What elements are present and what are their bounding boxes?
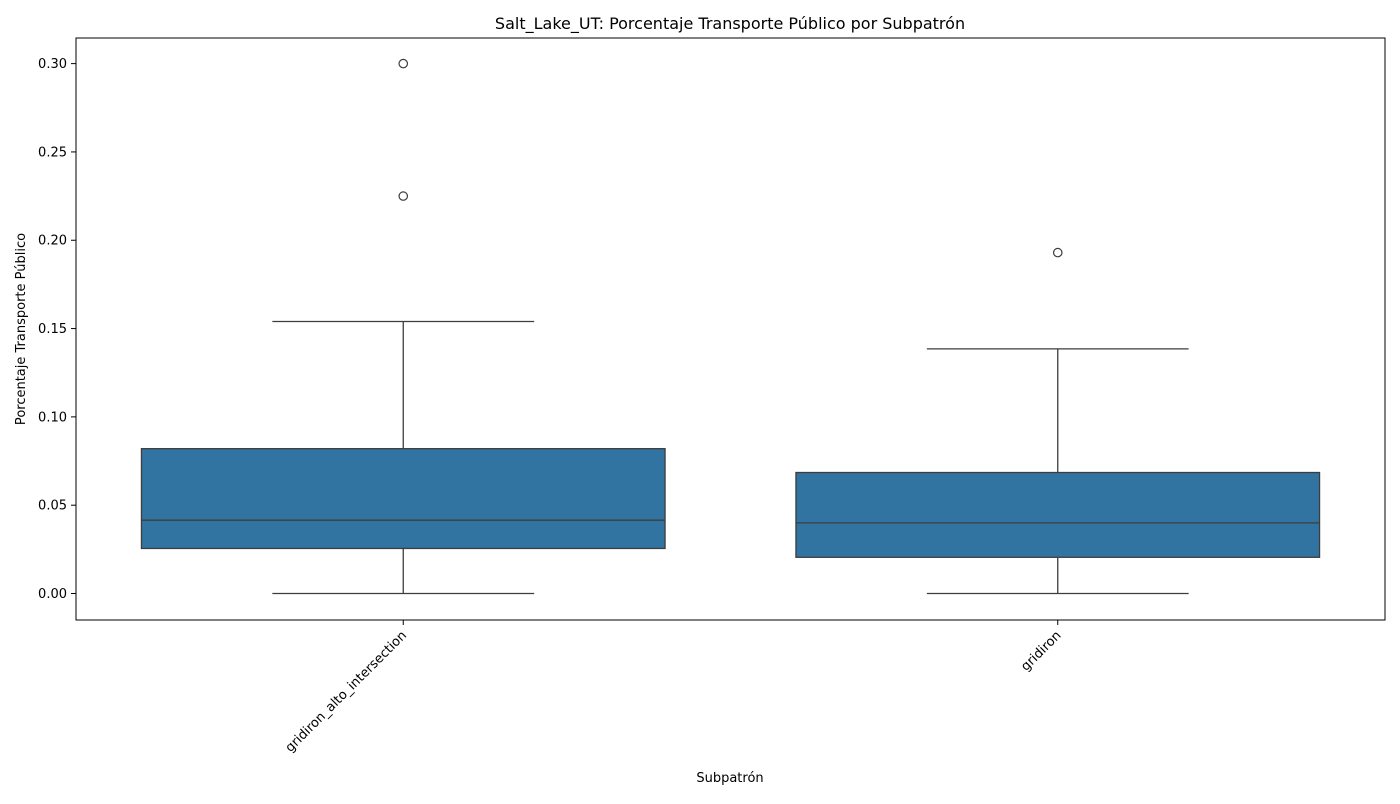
y-axis-label: Porcentaje Transporte Público — [14, 233, 29, 425]
y-tick-label: 0.10 — [38, 410, 67, 425]
y-tick-label: 0.20 — [38, 234, 67, 249]
x-tick-label: gridiron_alto_intersection — [283, 628, 410, 755]
x-tick-label: gridiron — [1018, 628, 1064, 674]
y-tick-label: 0.25 — [38, 145, 67, 160]
outlier-point — [1052, 247, 1063, 258]
y-tick-label: 0.00 — [38, 587, 67, 602]
y-tick-label: 0.05 — [38, 499, 67, 514]
plot-frame — [75, 37, 1386, 621]
outlier-point — [398, 58, 409, 69]
y-tick-label: 0.15 — [38, 322, 67, 337]
chart-title: Salt_Lake_UT: Porcentaje Transporte Públ… — [495, 14, 965, 34]
iqr-box — [795, 471, 1321, 558]
iqr-box — [140, 448, 666, 550]
outlier-point — [398, 191, 409, 201]
plot-area: 0.00 0.05 0.10 0.15 0.20 0.25 0.30 gridiron_alt… — [38, 37, 1386, 756]
y-tick-label: 0.30 — [38, 57, 67, 72]
x-axis-label: Subpatrón — [696, 771, 763, 786]
